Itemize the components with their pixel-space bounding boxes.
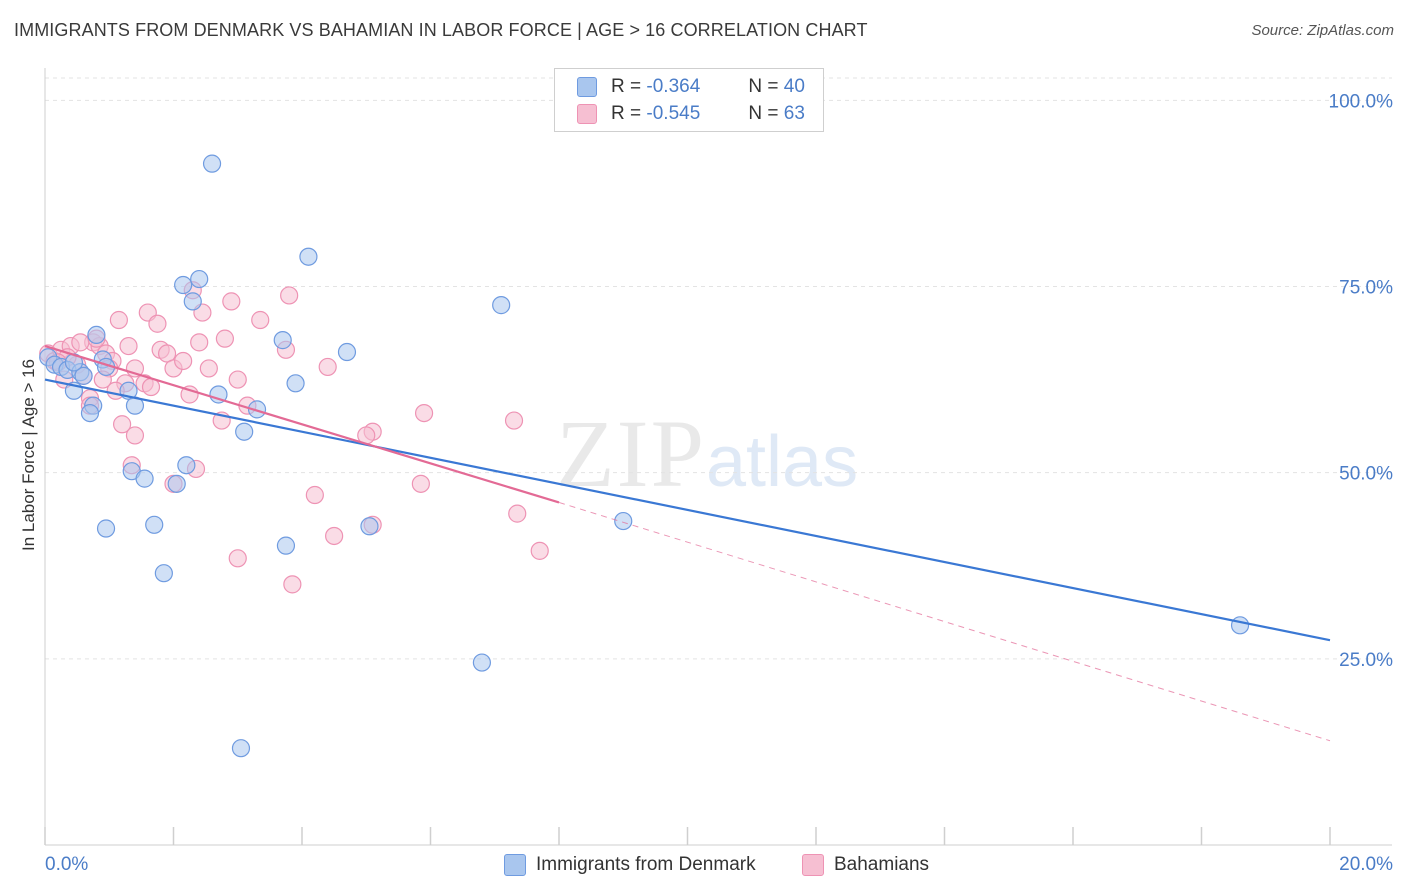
y-tick-label: 25.0% <box>1339 650 1393 671</box>
denmark-point <box>145 515 164 534</box>
legend-swatch-bahamians <box>577 104 597 124</box>
denmark-point <box>235 422 254 441</box>
bahamians-point <box>215 329 234 348</box>
denmark-point <box>80 403 100 423</box>
legend-n-label: N = <box>748 76 779 97</box>
bahamians-point <box>109 310 128 330</box>
bahamians-point <box>504 411 524 430</box>
denmark-point <box>135 469 154 488</box>
watermark-atlas: atlas <box>706 422 859 502</box>
denmark-point <box>174 275 193 295</box>
denmark-point <box>167 474 186 493</box>
legend-n-value: 40 <box>783 76 805 97</box>
denmark-point <box>492 296 511 315</box>
bahamians-trend-extension <box>558 501 1331 742</box>
bahamians-point <box>508 504 527 523</box>
legend-n-value: 63 <box>783 103 805 124</box>
denmark-point <box>190 269 209 289</box>
chart-title: IMMIGRANTS FROM DENMARK VS BAHAMIAN IN L… <box>14 20 868 40</box>
bahamians-point <box>280 286 299 305</box>
bahamians-point <box>71 333 90 352</box>
bottom-legend-bahamians: Bahamians <box>802 852 929 878</box>
y-tick-label: 100.0% <box>1329 91 1394 112</box>
bahamians-point <box>325 526 344 546</box>
denmark-point <box>96 519 116 538</box>
bahamians-point <box>190 333 209 352</box>
bahamians-point <box>283 575 302 594</box>
y-tick-label: 75.0% <box>1339 278 1393 299</box>
legend-r-label: R = <box>611 76 642 97</box>
denmark-point <box>87 325 106 345</box>
axes <box>44 68 1392 846</box>
denmark-point <box>337 342 357 362</box>
bahamians-point <box>411 474 430 493</box>
bahamians-point <box>228 370 247 389</box>
denmark-point <box>231 739 251 758</box>
denmark-point <box>1230 616 1250 635</box>
denmark-point <box>286 374 305 393</box>
bahamians-point <box>199 359 218 378</box>
bahamians-point <box>251 310 270 330</box>
denmark-point <box>247 400 267 419</box>
bahamians-point <box>222 292 241 311</box>
x-tick-label: 0.0% <box>45 854 88 875</box>
bottom-swatch-bahamians <box>802 854 824 876</box>
y-axis-title: In Labor Force | Age > 16 <box>19 359 38 551</box>
bahamians-trend-line <box>44 345 560 504</box>
axis-labels: 25.0% 50.0% 75.0% 100.0% 0.0% 20.0% In Labor F… <box>19 91 1393 875</box>
denmark-trend-line <box>44 378 1331 642</box>
bahamians-point <box>148 314 167 333</box>
bahamians-point <box>112 415 132 434</box>
denmark-point <box>614 511 633 531</box>
bahamians-point <box>530 541 549 560</box>
gridlines <box>45 77 1392 660</box>
bottom-swatch-denmark <box>504 854 526 876</box>
denmark-point <box>299 247 318 266</box>
denmark-point <box>472 653 491 672</box>
source-label: Source: ZipAtlas.com <box>1251 22 1394 39</box>
bahamians-point <box>414 403 434 423</box>
legend-r-value: -0.364 <box>646 76 701 97</box>
denmark-point <box>360 517 379 536</box>
legend-row-denmark: R = -0.364 N = 40 <box>577 73 805 101</box>
bahamians-point <box>125 426 145 445</box>
denmark-point <box>183 292 202 311</box>
stats-legend: R = -0.364 N = 40 R = -0.545 N = 63 <box>554 68 824 132</box>
legend-row-bahamians: R = -0.545 N = 63 <box>577 100 805 128</box>
denmark-point <box>177 456 196 475</box>
denmark-point <box>273 331 292 350</box>
x-tick-label: 20.0% <box>1339 854 1393 875</box>
denmark-point <box>154 564 173 583</box>
bottom-legend-label-bahamians: Bahamians <box>834 854 930 875</box>
denmark-point <box>74 366 93 385</box>
bottom-legend-label-denmark: Immigrants from Denmark <box>536 854 756 875</box>
legend-swatch-denmark <box>577 77 597 97</box>
denmark-point <box>209 385 228 404</box>
y-tick-label: 50.0% <box>1339 464 1393 485</box>
bahamians-point <box>119 336 138 356</box>
bottom-legend-denmark: Immigrants from Denmark <box>504 852 756 878</box>
legend-r-value: -0.545 <box>646 103 701 124</box>
legend-n-label: N = <box>748 103 779 124</box>
bahamians-point <box>174 351 193 371</box>
bahamians-point <box>305 485 324 505</box>
bahamians-point <box>228 549 247 568</box>
denmark-point <box>202 154 222 173</box>
denmark-points <box>39 154 1250 758</box>
trend-lines <box>44 345 1331 742</box>
bahamians-point <box>318 357 337 377</box>
legend-r-label: R = <box>611 103 642 124</box>
denmark-point <box>276 536 296 555</box>
